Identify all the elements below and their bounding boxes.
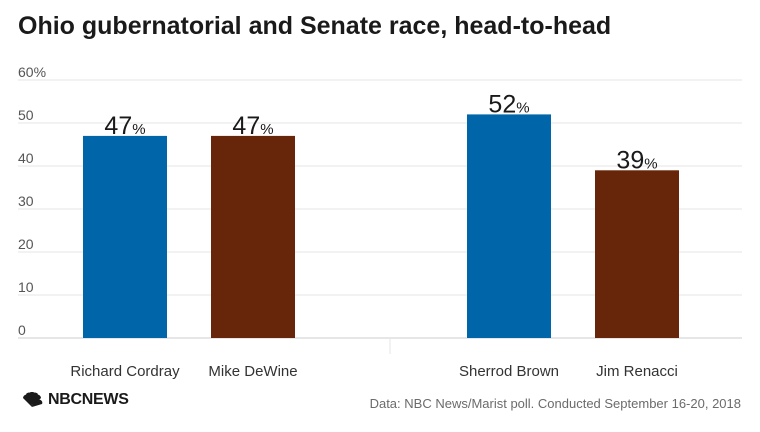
value-label: 39% — [616, 146, 657, 174]
value-label: 47% — [104, 112, 145, 140]
y-tick-label: 20 — [18, 236, 34, 252]
y-tick-label: 0 — [18, 322, 26, 338]
category-label: Mike DeWine — [208, 363, 297, 380]
source-note: Data: NBC News/Marist poll. Conducted Se… — [369, 396, 741, 411]
y-tick-label: 10 — [18, 279, 34, 295]
bar — [83, 135, 167, 338]
value-labels: 47% 47% 52% 39% — [104, 90, 657, 174]
chart-title: Ohio gubernatorial and Senate race, head… — [18, 12, 612, 40]
x-axis-labels: Richard Cordray Mike DeWine Sherrod Brown J… — [70, 363, 677, 380]
y-tick-label: 50 — [18, 107, 34, 123]
bar — [467, 114, 551, 339]
logo-text: NBCNEWS — [48, 391, 129, 408]
peacock-icon — [23, 392, 43, 407]
nbc-news-logo: NBCNEWS — [20, 390, 129, 410]
category-label: Richard Cordray — [70, 363, 180, 380]
category-label: Jim Renacci — [596, 363, 678, 380]
bars — [83, 114, 679, 339]
bar — [595, 170, 679, 338]
y-tick-label: 60% — [18, 64, 46, 80]
value-label: 52% — [488, 90, 529, 118]
y-axis-ticks: 0 10 20 30 40 50 60% — [18, 64, 46, 338]
bar — [211, 135, 295, 338]
value-label: 47% — [232, 112, 273, 140]
y-tick-label: 30 — [18, 193, 34, 209]
category-label: Sherrod Brown — [459, 363, 559, 380]
y-tick-label: 40 — [18, 150, 34, 166]
